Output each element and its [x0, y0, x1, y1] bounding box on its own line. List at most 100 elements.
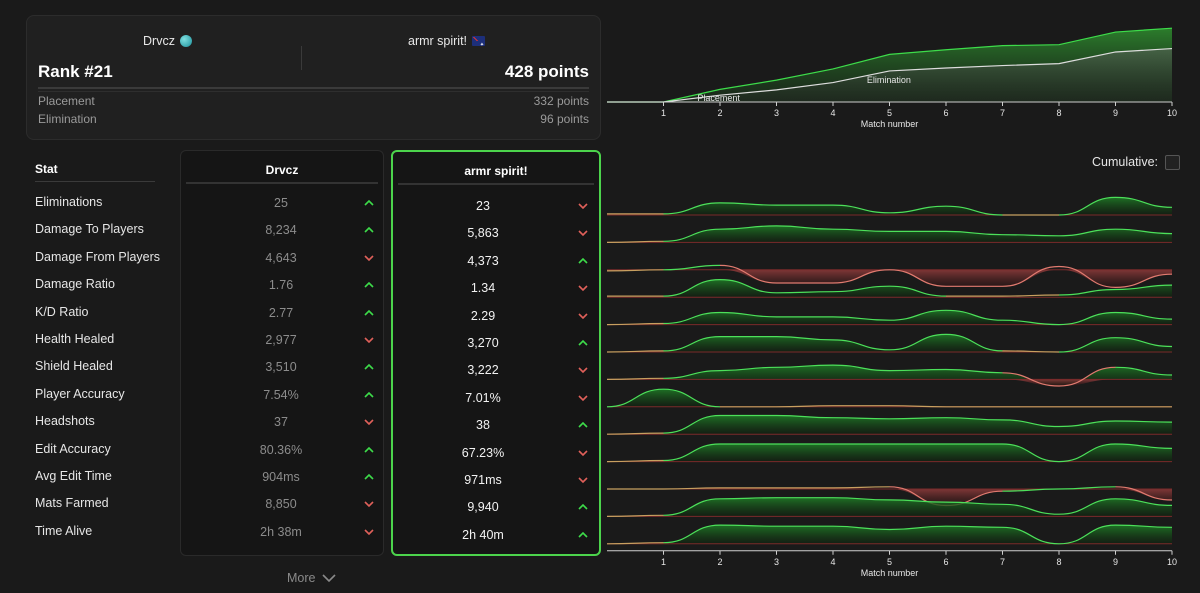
player-b-stat-value: 2h 40m	[462, 527, 504, 542]
stat-trend-line	[889, 333, 947, 351]
arrow-down-icon	[364, 529, 374, 535]
stat-trend-line	[1115, 420, 1173, 423]
player-a-stat-value: 8,850	[265, 497, 297, 512]
stat-trend-area	[607, 525, 1172, 544]
x-tick-label: 9	[1113, 108, 1118, 118]
x-tick-label: 1	[661, 108, 666, 118]
player-b-name[interactable]: armr spirit!	[408, 34, 486, 48]
stat-trend-line	[606, 514, 664, 517]
stat-trend-line	[889, 309, 947, 321]
stat-trend-line	[606, 322, 664, 326]
player-b-stat-value: 67.23%	[461, 445, 505, 460]
player-b-stat-value: 971ms	[464, 473, 502, 487]
stat-trend-line	[1002, 372, 1060, 387]
stat-trend-line	[1002, 234, 1060, 237]
player-b-stat-value: 3,222	[467, 363, 499, 378]
arrow-up-icon	[578, 257, 588, 264]
stat-trend-line	[1058, 366, 1116, 387]
stat-trend-area	[607, 334, 1172, 352]
player-b-column-selected[interactable]: armr spirit! 23 5,863 4,373 1.34 2.29 3,270 3,…	[391, 150, 601, 556]
arrow-down-icon	[578, 367, 588, 374]
stat-trend-line	[889, 525, 947, 531]
stat-trend-line	[776, 291, 834, 294]
stat-trend-line	[1115, 443, 1173, 449]
player-a-label: Drvcz	[143, 34, 175, 48]
elimination-value: 96 points	[540, 112, 589, 126]
arrow-down-icon	[578, 313, 588, 319]
arrow-up-icon	[578, 504, 588, 510]
player-a-stat-value: 4,643	[265, 250, 297, 265]
stat-label: Health Healed	[35, 332, 115, 346]
more-button[interactable]: More	[287, 571, 337, 585]
arrow-down-icon	[578, 285, 588, 292]
stat-trend-line	[945, 417, 1003, 421]
stat-trend-line	[889, 405, 947, 408]
player-b-stat-value: 2.29	[470, 308, 496, 323]
rank-title: Rank #21	[38, 62, 113, 81]
stat-trend-line	[832, 285, 890, 293]
x-tick-label: 2	[717, 557, 722, 567]
stat-trend-line	[719, 311, 777, 318]
x-tick-label: 1	[661, 557, 666, 567]
cumulative-checkbox[interactable]	[1165, 155, 1180, 170]
stat-header-divider	[35, 181, 155, 182]
stat-trend-line	[1002, 443, 1060, 463]
stat-trend-line	[945, 501, 1003, 505]
stat-trend-line	[663, 370, 721, 379]
stat-trend-line	[719, 225, 777, 230]
player-a-stat-value: 904ms	[262, 470, 300, 484]
stat-trend-line	[832, 364, 890, 372]
stat-trend-line	[1002, 294, 1060, 297]
stat-trend-line	[1002, 319, 1060, 326]
stat-trend-line	[606, 388, 664, 408]
player-a-name[interactable]: Drvcz	[143, 34, 192, 48]
stat-trend-line	[889, 205, 947, 214]
stat-trend-line	[1115, 366, 1173, 376]
player-a-stat-value: 2,977	[265, 333, 297, 347]
player-b-stat-value: 5,863	[467, 226, 499, 241]
arrow-up-icon	[364, 282, 374, 288]
player-a-column[interactable]: Drvcz 25 8,234 4,643 1.76 2.77 2,977 3,510 7.54…	[180, 150, 384, 556]
arrow-up-icon	[364, 364, 374, 370]
arrow-down-icon	[578, 203, 588, 210]
player-a-stat-value: 2h 38m	[260, 524, 302, 539]
stat-label: Headshots	[35, 414, 95, 429]
x-tick-label: 3	[774, 108, 779, 118]
stat-trend-line	[1058, 196, 1116, 216]
stat-trend-line	[1115, 311, 1173, 320]
stat-trend-line	[832, 486, 890, 489]
x-axis-title: Match number	[861, 119, 919, 129]
stat-trend-line	[832, 316, 890, 321]
stat-trend-line	[1115, 486, 1173, 501]
stat-trend-line	[1115, 337, 1173, 348]
arrow-up-icon	[364, 391, 374, 398]
player-a-header-divider	[186, 182, 378, 184]
stat-trend-line	[606, 377, 664, 380]
stat-trend-line	[663, 228, 721, 242]
player-b-stat-value: 4,373	[467, 253, 499, 268]
stat-trend-line	[1115, 498, 1173, 506]
stat-trend-line	[606, 459, 664, 463]
player-a-column-header: Drvcz	[265, 163, 299, 177]
player-b-stat-value: 9,940	[467, 500, 499, 515]
stat-trend-line	[606, 269, 664, 272]
stat-trend-line	[945, 230, 1003, 236]
elimination-points-row: Elimination 96 points	[38, 112, 589, 126]
stat-label: Damage Ratio	[35, 277, 115, 292]
placement-value: 332 points	[533, 94, 589, 108]
stat-trend-line	[889, 417, 947, 420]
stat-trend-line	[1058, 228, 1116, 237]
stat-trend-line	[776, 414, 834, 419]
arrow-up-icon	[364, 446, 374, 453]
stat-column-header: Stat	[35, 162, 58, 176]
player-b-stat-value: 1.34	[470, 281, 496, 296]
stat-trend-line	[945, 205, 1003, 216]
arrow-up-icon	[364, 227, 374, 233]
player-b-column-header: armr spirit!	[464, 164, 528, 178]
stat-label: Avg Edit Time	[35, 469, 112, 483]
stat-trend-area	[607, 389, 1172, 407]
cumulative-label: Cumulative:	[1092, 155, 1158, 169]
stat-trend-line	[889, 499, 947, 503]
stat-trend-line	[719, 202, 777, 206]
arrow-down-icon	[578, 395, 588, 401]
